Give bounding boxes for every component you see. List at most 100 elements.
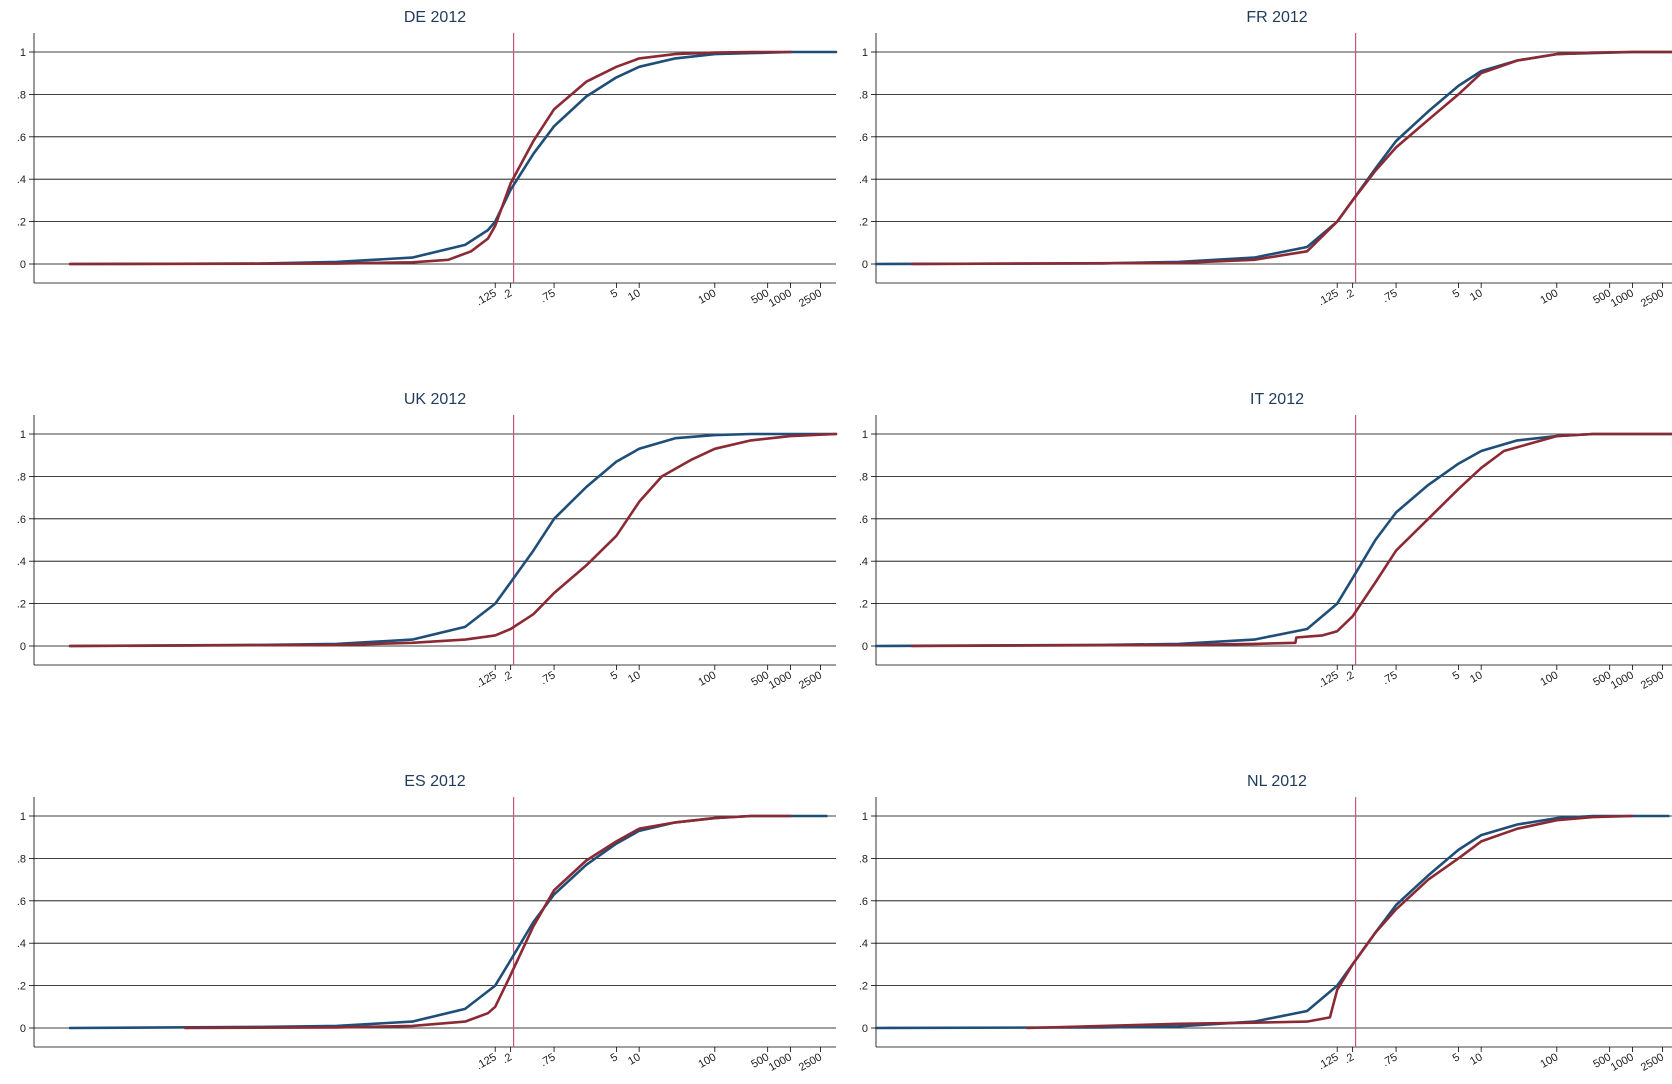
x-tick-label: .75 <box>538 287 557 305</box>
y-tick-label: .8 <box>859 471 868 483</box>
x-tick-label: 500 <box>1591 1051 1613 1071</box>
y-tick-label: 0 <box>862 259 868 271</box>
x-tick-label: 2500 <box>1639 287 1666 310</box>
x-tick-label: 500 <box>749 287 771 307</box>
series-line-1 <box>68 814 828 1030</box>
x-tick-label: 1000 <box>767 287 794 310</box>
y-tick-label: 1 <box>862 429 868 441</box>
x-tick-label: 100 <box>1538 287 1560 307</box>
x-tick-label: .2 <box>1342 287 1356 302</box>
x-tick-label: 100 <box>696 1051 718 1071</box>
y-tick-label: .4 <box>859 174 868 186</box>
x-tick-label: .75 <box>1380 287 1399 305</box>
x-tick-label: 100 <box>1538 669 1560 689</box>
y-tick-label: .6 <box>17 896 26 908</box>
y-tick-label: .4 <box>17 938 26 950</box>
x-tick-label: .125 <box>1316 287 1341 308</box>
x-tick-label: 100 <box>696 287 718 307</box>
y-tick-label: .8 <box>17 853 26 865</box>
y-tick-label: .4 <box>859 556 868 568</box>
x-tick-label: .2 <box>500 287 514 302</box>
x-tick-label: .75 <box>1380 669 1399 687</box>
y-tick-label: .8 <box>17 471 26 483</box>
y-tick-label: .4 <box>17 174 26 186</box>
x-tick-label: 1000 <box>767 669 794 692</box>
x-tick-label: 10 <box>1468 669 1485 686</box>
x-tick-label: 500 <box>749 1051 771 1071</box>
y-tick-label: .4 <box>859 938 868 950</box>
x-tick-label: 10 <box>626 287 643 304</box>
y-tick-label: 1 <box>20 811 26 823</box>
y-tick-label: .8 <box>859 853 868 865</box>
x-tick-label: .75 <box>1380 1051 1399 1069</box>
x-tick-label: 100 <box>696 669 718 689</box>
series-line-2 <box>910 432 1672 648</box>
series-line-2 <box>1026 814 1634 1030</box>
x-tick-label: 2500 <box>797 669 824 692</box>
y-tick-label: .2 <box>859 217 868 229</box>
y-tick-label: 0 <box>20 259 26 271</box>
x-tick-label: 500 <box>749 669 771 689</box>
x-tick-label: 10 <box>1468 287 1485 304</box>
x-tick-label: 10 <box>1468 1051 1485 1068</box>
y-tick-label: 1 <box>862 47 868 59</box>
x-tick-label: 2500 <box>1639 1051 1666 1074</box>
x-tick-label: 1000 <box>767 1051 794 1074</box>
y-tick-label: .8 <box>17 89 26 101</box>
y-tick-label: .6 <box>17 514 26 526</box>
series-line-1 <box>874 50 1672 266</box>
y-tick-label: .4 <box>17 556 26 568</box>
y-tick-label: 0 <box>862 1023 868 1035</box>
x-tick-label: 5 <box>609 1051 620 1064</box>
x-tick-label: .2 <box>500 1051 514 1066</box>
y-tick-label: 1 <box>20 429 26 441</box>
x-tick-label: 500 <box>1591 669 1613 689</box>
x-tick-label: .125 <box>1316 669 1341 690</box>
y-tick-label: 0 <box>862 641 868 653</box>
y-tick-label: .2 <box>859 599 868 611</box>
x-tick-label: .2 <box>1342 1051 1356 1066</box>
y-tick-label: .6 <box>859 514 868 526</box>
x-tick-label: 5 <box>1451 287 1462 300</box>
series-line-2 <box>910 50 1672 266</box>
x-tick-label: .125 <box>474 669 499 690</box>
x-tick-label: 2500 <box>797 287 824 310</box>
y-tick-label: 1 <box>20 47 26 59</box>
x-tick-label: 10 <box>626 669 643 686</box>
x-tick-label: 5 <box>609 669 620 682</box>
x-tick-label: 2500 <box>1639 669 1666 692</box>
y-tick-label: .2 <box>859 981 868 993</box>
x-tick-label: 5 <box>1451 669 1462 682</box>
x-tick-label: 10 <box>626 1051 643 1068</box>
y-tick-label: .6 <box>17 132 26 144</box>
series-line-2 <box>184 814 792 1030</box>
x-tick-label: 5 <box>609 287 620 300</box>
y-tick-label: .2 <box>17 599 26 611</box>
series-line-1 <box>874 432 1672 648</box>
x-tick-label: 500 <box>1591 287 1613 307</box>
series-line-2 <box>68 50 792 266</box>
x-tick-label: 5 <box>1451 1051 1462 1064</box>
y-tick-label: .6 <box>859 132 868 144</box>
x-tick-label: .2 <box>1342 669 1356 684</box>
series-line-1 <box>874 814 1670 1030</box>
x-tick-label: 100 <box>1538 1051 1560 1071</box>
panel-title: ES 2012 <box>404 773 465 790</box>
x-tick-label: 2500 <box>797 1051 824 1074</box>
y-tick-label: .8 <box>859 89 868 101</box>
y-tick-label: 1 <box>862 811 868 823</box>
x-tick-label: 1000 <box>1609 669 1636 692</box>
x-tick-label: .125 <box>474 1051 499 1072</box>
y-tick-label: 0 <box>20 641 26 653</box>
panel-title: NL 2012 <box>1247 773 1307 790</box>
series-line-1 <box>68 50 838 266</box>
y-tick-label: .2 <box>17 217 26 229</box>
y-tick-label: .2 <box>17 981 26 993</box>
x-tick-label: .75 <box>538 1051 557 1069</box>
